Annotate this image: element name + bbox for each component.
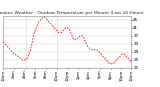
Title: Milwaukee Weather - Outdoor Temperature per Minute (Last 24 Hours): Milwaukee Weather - Outdoor Temperature …: [0, 11, 144, 15]
